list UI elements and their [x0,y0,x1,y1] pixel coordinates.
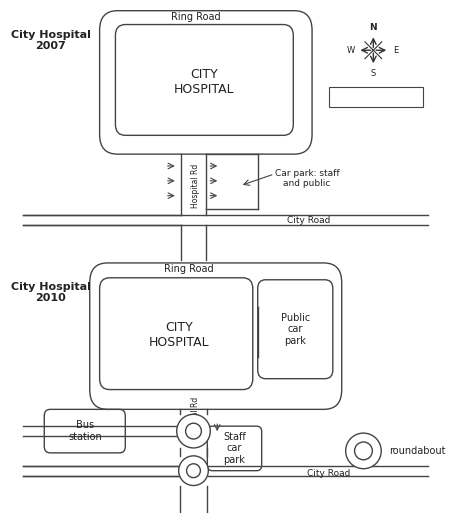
Text: CITY
HOSPITAL: CITY HOSPITAL [148,321,209,349]
Ellipse shape [346,433,381,469]
Text: Hospital Rd: Hospital Rd [191,397,200,441]
Text: City Hospital
2010: City Hospital 2010 [11,282,91,303]
Text: CITY
HOSPITAL: CITY HOSPITAL [174,68,234,96]
Text: roundabout: roundabout [389,446,446,456]
Text: N: N [370,23,377,32]
Text: S: S [371,69,376,77]
Text: Bus stop: Bus stop [358,92,397,101]
Ellipse shape [177,414,210,448]
Text: City Road: City Road [307,469,350,478]
FancyBboxPatch shape [329,87,423,107]
Ellipse shape [187,464,200,478]
Ellipse shape [186,423,201,439]
Text: E: E [393,46,399,55]
Text: Staff
car
park: Staff car park [223,432,246,465]
Text: City Hospital
2007: City Hospital 2007 [11,29,91,51]
Ellipse shape [355,442,372,460]
Text: Hospital Rd: Hospital Rd [191,164,200,208]
Text: City Road: City Road [287,216,331,225]
Text: Ring Road: Ring Road [171,12,220,22]
Text: Public
car
park: Public car park [280,313,310,346]
Text: Car park: staff
and public: Car park: staff and public [274,169,339,188]
Text: Bus
station: Bus station [68,421,102,442]
Ellipse shape [179,456,208,486]
Text: Ring Road: Ring Road [164,264,213,274]
Text: W: W [347,46,355,55]
